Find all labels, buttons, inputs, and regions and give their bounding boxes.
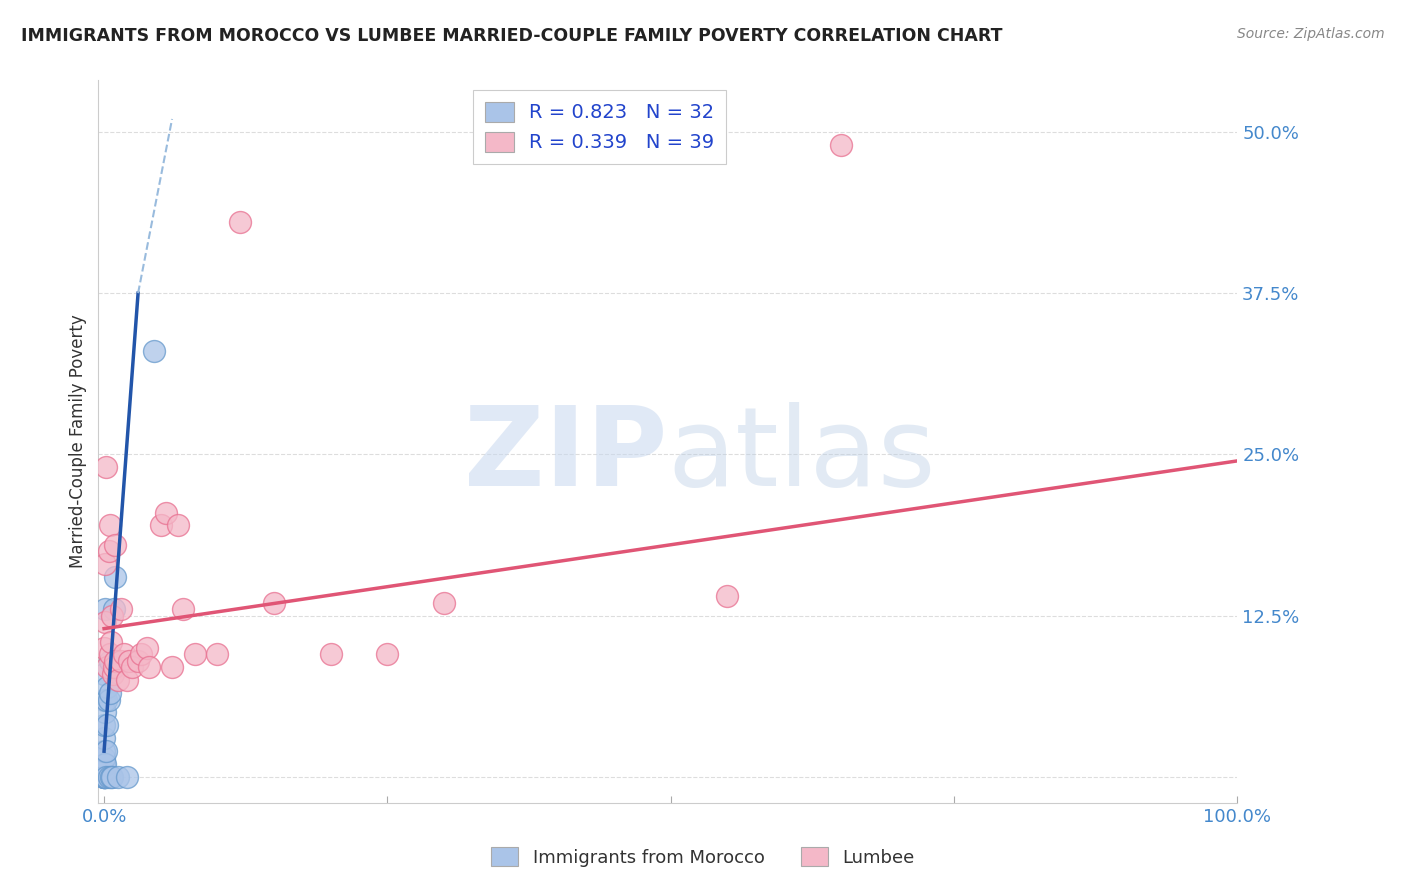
Point — [100, 770, 122, 784]
Point — [101, 770, 124, 784]
Point — [93, 770, 115, 784]
Point — [98, 518, 121, 533]
Point — [115, 673, 138, 688]
Point — [97, 770, 120, 784]
Point — [93, 718, 115, 732]
Point — [93, 770, 115, 784]
Point — [104, 538, 127, 552]
Point — [98, 648, 121, 662]
Point — [96, 660, 118, 674]
Point — [118, 654, 141, 668]
Point — [155, 506, 177, 520]
Point — [377, 648, 399, 662]
Point — [96, 718, 118, 732]
Point — [93, 692, 115, 706]
Point — [114, 648, 136, 662]
Text: Source: ZipAtlas.com: Source: ZipAtlas.com — [1237, 27, 1385, 41]
Point — [94, 757, 117, 772]
Point — [93, 744, 115, 758]
Point — [160, 660, 183, 674]
Point — [104, 654, 127, 668]
Point — [94, 602, 117, 616]
Point — [93, 770, 115, 784]
Point — [110, 602, 132, 616]
Point — [93, 764, 115, 778]
Point — [93, 750, 115, 764]
Point — [319, 648, 342, 662]
Point — [207, 648, 229, 662]
Point — [98, 654, 121, 668]
Point — [93, 640, 115, 655]
Legend: Immigrants from Morocco, Lumbee: Immigrants from Morocco, Lumbee — [484, 840, 922, 874]
Point — [166, 518, 188, 533]
Point — [94, 615, 117, 630]
Point — [433, 596, 456, 610]
Text: IMMIGRANTS FROM MOROCCO VS LUMBEE MARRIED-COUPLE FAMILY POVERTY CORRELATION CHAR: IMMIGRANTS FROM MOROCCO VS LUMBEE MARRIE… — [21, 27, 1002, 45]
Point — [110, 654, 132, 668]
Point — [93, 770, 115, 784]
Point — [96, 692, 118, 706]
Point — [93, 666, 115, 681]
Point — [127, 654, 149, 668]
Point — [101, 666, 124, 681]
Point — [121, 660, 143, 674]
Point — [830, 137, 852, 152]
Point — [138, 660, 160, 674]
Point — [93, 757, 115, 772]
Point — [263, 596, 285, 610]
Point — [229, 215, 252, 229]
Point — [94, 706, 117, 720]
Point — [149, 518, 172, 533]
Point — [96, 770, 118, 784]
Point — [104, 570, 127, 584]
Point — [107, 770, 129, 784]
Point — [94, 557, 117, 571]
Point — [103, 602, 125, 616]
Legend: R = 0.823   N = 32, R = 0.339   N = 39: R = 0.823 N = 32, R = 0.339 N = 39 — [472, 90, 725, 164]
Point — [131, 648, 153, 662]
Point — [136, 640, 159, 655]
Point — [94, 770, 117, 784]
Point — [100, 634, 122, 648]
Y-axis label: Married-Couple Family Poverty: Married-Couple Family Poverty — [69, 315, 87, 568]
Point — [96, 680, 118, 694]
Point — [97, 692, 120, 706]
Point — [98, 686, 121, 700]
Text: ZIP: ZIP — [464, 402, 668, 509]
Point — [93, 731, 115, 746]
Point — [716, 590, 738, 604]
Point — [107, 673, 129, 688]
Point — [172, 602, 194, 616]
Point — [142, 344, 165, 359]
Point — [103, 660, 125, 674]
Point — [101, 608, 124, 623]
Point — [184, 648, 207, 662]
Point — [96, 744, 118, 758]
Point — [115, 770, 138, 784]
Text: atlas: atlas — [668, 402, 936, 509]
Point — [96, 460, 118, 475]
Point — [97, 544, 120, 558]
